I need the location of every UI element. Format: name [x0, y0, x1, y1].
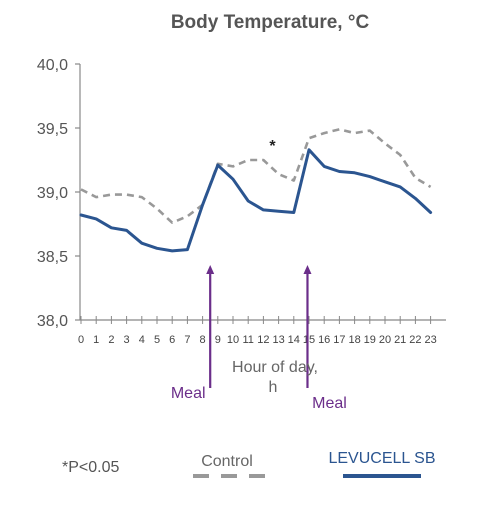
x-tick-label: 18: [348, 334, 360, 346]
series-line-control: [80, 128, 432, 224]
footnote-significance: *P<0.05: [62, 459, 119, 476]
y-tick-label: 38,5: [37, 249, 68, 266]
x-tick-label: 0: [78, 334, 84, 346]
meal-arrow-head: [206, 265, 215, 274]
chart-title: Body Temperature, °C: [171, 12, 370, 33]
x-tick-label: 21: [394, 334, 406, 346]
x-tick-label: 16: [318, 334, 330, 346]
y-axis: 38,0 38,5 39,0 39,5 40,0: [37, 57, 81, 330]
x-tick-label: 2: [108, 334, 114, 346]
meal-label: Meal: [312, 395, 347, 412]
y-tick-label: 39,5: [37, 121, 68, 138]
x-tick-label: 8: [200, 334, 206, 346]
legend-label-levucell: LEVUCELL SB: [328, 450, 435, 467]
series-line-levucell-sb: [79, 148, 433, 253]
y-tick-label: 40,0: [37, 57, 68, 74]
x-tick-label: 9: [215, 334, 221, 346]
x-tick-label: 1: [93, 334, 99, 346]
x-tick-label: 12: [257, 334, 269, 346]
legend-label-control: Control: [201, 453, 253, 470]
x-tick-label: 14: [288, 334, 300, 346]
x-tick-label: 23: [424, 334, 436, 346]
x-axis: 0 1 2 3 4 5 6 7 8 9 10 11 12 13 14 15 16 17 18 19 20 21 22 23: [78, 316, 446, 346]
x-tick-label: 11: [242, 334, 253, 346]
x-tick-label: 6: [169, 334, 175, 346]
x-tick-label: 5: [154, 334, 160, 346]
x-tick-label: 7: [184, 334, 190, 346]
x-tick-label: 4: [139, 334, 145, 346]
meal-arrow-head: [303, 265, 312, 274]
series-lines: [79, 128, 433, 253]
significance-asterisk: *: [269, 138, 276, 155]
x-axis-unit: h: [269, 379, 278, 396]
x-tick-label: 17: [333, 334, 345, 346]
x-tick-label: 19: [364, 334, 376, 346]
y-tick-label: 38,0: [37, 313, 68, 330]
legend: Control LEVUCELL SB: [193, 450, 436, 478]
y-tick-label: 39,0: [37, 185, 68, 202]
x-tick-label: 10: [227, 334, 239, 346]
x-tick-label: 22: [409, 334, 421, 346]
x-tick-label: 20: [379, 334, 391, 346]
x-tick-label: 13: [272, 334, 284, 346]
x-axis-label: Hour of day,: [232, 359, 318, 376]
annotations: * Meal Meal: [171, 138, 347, 412]
meal-label: Meal: [171, 385, 206, 402]
x-tick-label: 15: [303, 334, 315, 346]
x-tick-label: 3: [124, 334, 130, 346]
